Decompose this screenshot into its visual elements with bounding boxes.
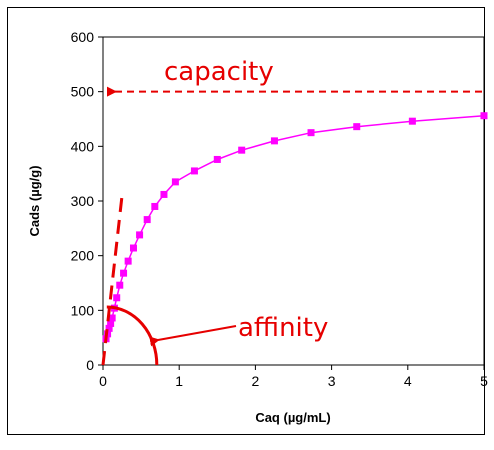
data-point bbox=[353, 123, 361, 131]
x-tick-label: 0 bbox=[99, 373, 107, 389]
data-point bbox=[107, 319, 115, 327]
x-axis-ticks: 0 1 2 3 4 5 bbox=[99, 365, 488, 389]
x-tick-label: 2 bbox=[252, 373, 260, 389]
x-axis-title: Caq (µg/mL) bbox=[255, 410, 330, 425]
data-point bbox=[108, 314, 116, 322]
data-point bbox=[129, 244, 137, 252]
x-tick-label: 3 bbox=[328, 373, 336, 389]
y-axis-ticks: 0 100 200 300 400 500 600 bbox=[71, 29, 103, 373]
data-point bbox=[124, 257, 132, 265]
data-point bbox=[307, 129, 315, 137]
series-layer bbox=[102, 112, 488, 343]
y-axis-title: Cads (µg/g) bbox=[27, 165, 42, 236]
y-tick-label: 400 bbox=[71, 138, 95, 154]
x-tick-label: 5 bbox=[480, 373, 488, 389]
capacity-label: capacity bbox=[164, 57, 274, 87]
data-point bbox=[160, 190, 168, 198]
y-tick-label: 200 bbox=[71, 248, 95, 264]
data-point bbox=[171, 178, 179, 186]
y-tick-label: 500 bbox=[71, 84, 95, 100]
y-tick-label: 0 bbox=[86, 357, 94, 373]
data-point bbox=[113, 294, 121, 302]
x-tick-label: 4 bbox=[404, 373, 412, 389]
data-point bbox=[270, 137, 278, 145]
y-tick-label: 600 bbox=[71, 29, 95, 45]
data-point bbox=[480, 112, 488, 120]
data-point bbox=[190, 167, 198, 175]
chart-frame bbox=[7, 7, 485, 435]
x-tick-label: 1 bbox=[175, 373, 183, 389]
y-tick-label: 100 bbox=[71, 302, 95, 318]
data-point bbox=[213, 155, 221, 163]
data-point bbox=[151, 202, 159, 210]
data-point bbox=[120, 269, 128, 277]
affinity-arc bbox=[106, 305, 159, 366]
series-line bbox=[105, 114, 485, 340]
data-point bbox=[136, 231, 144, 239]
affinity-label: affinity bbox=[238, 313, 328, 343]
y-tick-label: 300 bbox=[71, 193, 95, 209]
affinity-arrow bbox=[149, 325, 237, 347]
annotation-layer: capacity affinity bbox=[101, 57, 482, 366]
initial-slope-line bbox=[101, 195, 124, 366]
data-point bbox=[143, 216, 151, 224]
data-point bbox=[105, 324, 113, 332]
data-point bbox=[238, 146, 246, 154]
data-point bbox=[408, 117, 416, 125]
data-point bbox=[116, 281, 124, 289]
